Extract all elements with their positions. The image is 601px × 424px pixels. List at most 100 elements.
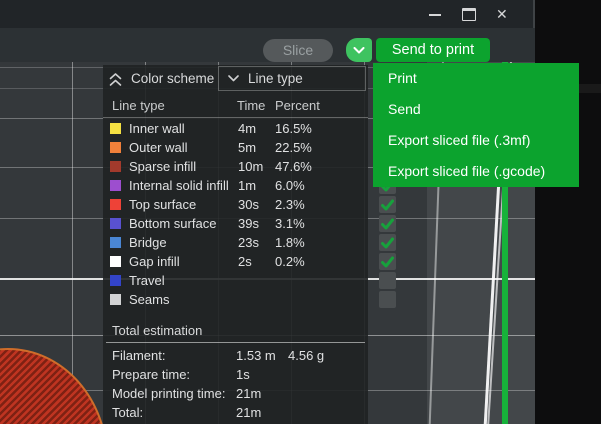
slice-button[interactable]: Slice <box>263 39 333 62</box>
visibility-checkbox-gap-infill[interactable] <box>379 253 396 270</box>
legend-column-headers: Line type Time Percent <box>103 95 368 117</box>
percent-value: 16.5% <box>275 121 312 136</box>
menu-item-send[interactable]: Send <box>388 101 421 117</box>
time-value: 10m <box>238 159 264 174</box>
time-value: 4m <box>238 121 257 136</box>
chevron-down-icon <box>353 46 365 53</box>
legend-row-seams: Seams <box>103 290 368 309</box>
visibility-checkbox-seams[interactable] <box>379 291 396 308</box>
line-type-label: Travel <box>129 273 165 288</box>
close-button[interactable]: ✕ <box>490 0 516 28</box>
color-swatch-seams <box>110 294 121 305</box>
legend-row-bridge: Bridge 23s 1.8% <box>103 233 368 252</box>
column-header-line-type: Line type <box>112 98 165 113</box>
percent-value: 2.3% <box>275 197 305 212</box>
legend-row-internal-solid-infill: Internal solid infill 1m 6.0% <box>103 176 368 195</box>
send-options-dropdown-button[interactable] <box>346 38 372 62</box>
color-swatch-outer-wall <box>110 142 121 153</box>
column-header-time: Time <box>237 98 266 113</box>
legend-row-bottom-surface: Bottom surface 39s 3.1% <box>103 214 368 233</box>
header-divider <box>103 117 368 118</box>
checkmark-icon <box>381 218 394 229</box>
color-scheme-selected-value: Line type <box>248 71 303 86</box>
menu-item-print[interactable]: Print <box>388 70 417 86</box>
visibility-checkbox-bridge[interactable] <box>379 234 396 251</box>
line-type-label: Gap infill <box>129 254 180 269</box>
color-scheme-select[interactable]: Line type <box>218 66 366 91</box>
color-swatch-bottom-surface <box>110 218 121 229</box>
double-chevron-up-icon <box>109 73 122 86</box>
titlebar: ✕ <box>0 0 535 28</box>
total-value: 1s <box>236 367 250 382</box>
legend-row-top-surface: Top surface 30s 2.3% <box>103 195 368 214</box>
legend-panel: Color scheme Line type Line type Time Pe… <box>103 65 368 424</box>
percent-value: 1.8% <box>275 235 305 250</box>
maximize-icon <box>462 8 476 21</box>
send-to-print-button[interactable]: Send to print <box>376 38 490 62</box>
panel-title: Color scheme <box>131 71 215 86</box>
menu-item-export-sliced-file-gcode[interactable]: Export sliced file (.gcode) <box>388 163 546 179</box>
color-swatch-gap-infill <box>110 256 121 267</box>
line-type-label: Outer wall <box>129 140 188 155</box>
total-estimation-title: Total estimation <box>112 323 203 338</box>
visibility-checkbox-top-surface[interactable] <box>379 196 396 213</box>
total-row-prepare-time: Prepare time: 1s <box>103 365 368 384</box>
time-value: 5m <box>238 140 257 155</box>
legend-header: Color scheme Line type <box>103 65 368 93</box>
totals-divider <box>106 342 365 343</box>
toolpath-green-line <box>502 62 508 424</box>
color-swatch-travel <box>110 275 121 286</box>
send-menu: Print Send Export sliced file (.3mf) Export… <box>373 63 579 187</box>
menu-item-export-sliced-file-3mf[interactable]: Export sliced file (.3mf) <box>388 132 531 148</box>
percent-value: 22.5% <box>275 140 312 155</box>
time-value: 39s <box>238 216 259 231</box>
line-type-label: Bottom surface <box>129 216 217 231</box>
collapse-panel-button[interactable] <box>108 72 124 87</box>
close-icon: ✕ <box>496 6 508 22</box>
minimize-button[interactable] <box>422 0 448 28</box>
visibility-checkbox-travel[interactable] <box>379 272 396 289</box>
percent-value: 0.2% <box>275 254 305 269</box>
color-swatch-bridge <box>110 237 121 248</box>
legend-row-gap-infill: Gap infill 2s 0.2% <box>103 252 368 271</box>
total-value: 21m <box>236 405 262 420</box>
time-value: 2s <box>238 254 252 269</box>
chevron-down-icon <box>228 75 239 82</box>
color-swatch-sparse-infill <box>110 161 121 172</box>
maximize-button[interactable] <box>456 0 482 28</box>
total-row-total: Total: 21m <box>103 403 368 422</box>
line-type-label: Top surface <box>129 197 197 212</box>
percent-value: 3.1% <box>275 216 305 231</box>
checkmark-icon <box>381 237 394 248</box>
color-swatch-internal-solid-infill <box>110 180 121 191</box>
checkmark-icon <box>381 256 394 267</box>
visibility-checkbox-bottom-surface[interactable] <box>379 215 396 232</box>
color-swatch-top-surface <box>110 199 121 210</box>
total-label: Prepare time: <box>112 367 191 382</box>
line-type-label: Inner wall <box>129 121 185 136</box>
column-header-percent: Percent <box>275 98 320 113</box>
line-type-label: Seams <box>129 292 170 307</box>
total-label: Model printing time: <box>112 386 226 401</box>
sliced-model-top-view <box>0 348 108 424</box>
time-value: 1m <box>238 178 257 193</box>
total-extra-value: 4.56 g <box>288 348 325 363</box>
line-type-label: Bridge <box>129 235 167 250</box>
checkmark-icon <box>381 199 394 210</box>
total-label: Total: <box>112 405 144 420</box>
toolbar: Slice Send to print <box>0 28 535 62</box>
legend-rows: Inner wall 4m 16.5% Outer wall 5m 22.5% Sparse… <box>103 119 368 309</box>
legend-row-inner-wall: Inner wall 4m 16.5% <box>103 119 368 138</box>
legend-row-travel: Travel <box>103 271 368 290</box>
color-swatch-inner-wall <box>110 123 121 134</box>
grid-vline <box>72 62 73 424</box>
total-row-filament: Filament: 1.53 m 4.56 g <box>103 346 368 365</box>
total-rows: Filament: 1.53 m 4.56 g Prepare time: 1s Mode… <box>103 346 368 422</box>
legend-row-sparse-infill: Sparse infill 10m 47.6% <box>103 157 368 176</box>
line-type-label: Internal solid infill <box>129 178 229 193</box>
percent-value: 6.0% <box>275 178 305 193</box>
total-row-model-printing-time: Model printing time: 21m <box>103 384 368 403</box>
line-type-label: Sparse infill <box>129 159 197 174</box>
time-value: 30s <box>238 197 259 212</box>
legend-row-outer-wall: Outer wall 5m 22.5% <box>103 138 368 157</box>
